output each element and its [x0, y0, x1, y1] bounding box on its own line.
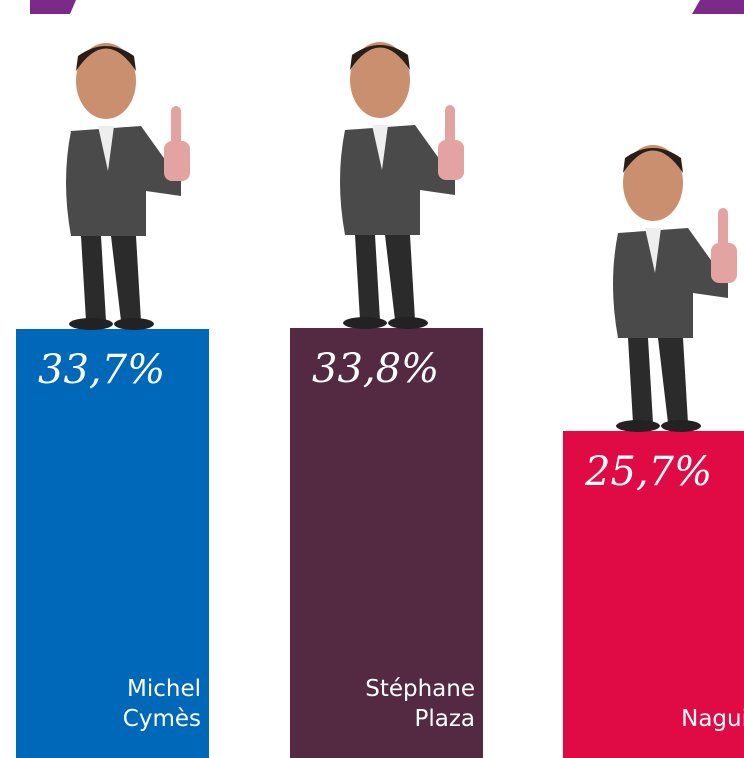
bar: 33,8% Stéphane Plaza	[290, 328, 483, 758]
category-label: Nagui	[681, 705, 744, 732]
bar: 25,7% Nagui	[563, 431, 744, 758]
value-label: 33,8%	[312, 346, 440, 392]
figure	[613, 145, 737, 433]
corner-shape	[692, 0, 744, 14]
corner-shape	[30, 0, 76, 14]
category-label: Michel Cymès	[122, 675, 201, 732]
value-label: 25,7%	[585, 449, 713, 496]
figure	[66, 43, 190, 331]
bar: 33,7% Michel Cymès	[16, 329, 209, 758]
figure	[340, 42, 464, 329]
category-label: Stéphane Plaza	[365, 676, 475, 732]
value-label: 33,7%	[38, 347, 166, 394]
